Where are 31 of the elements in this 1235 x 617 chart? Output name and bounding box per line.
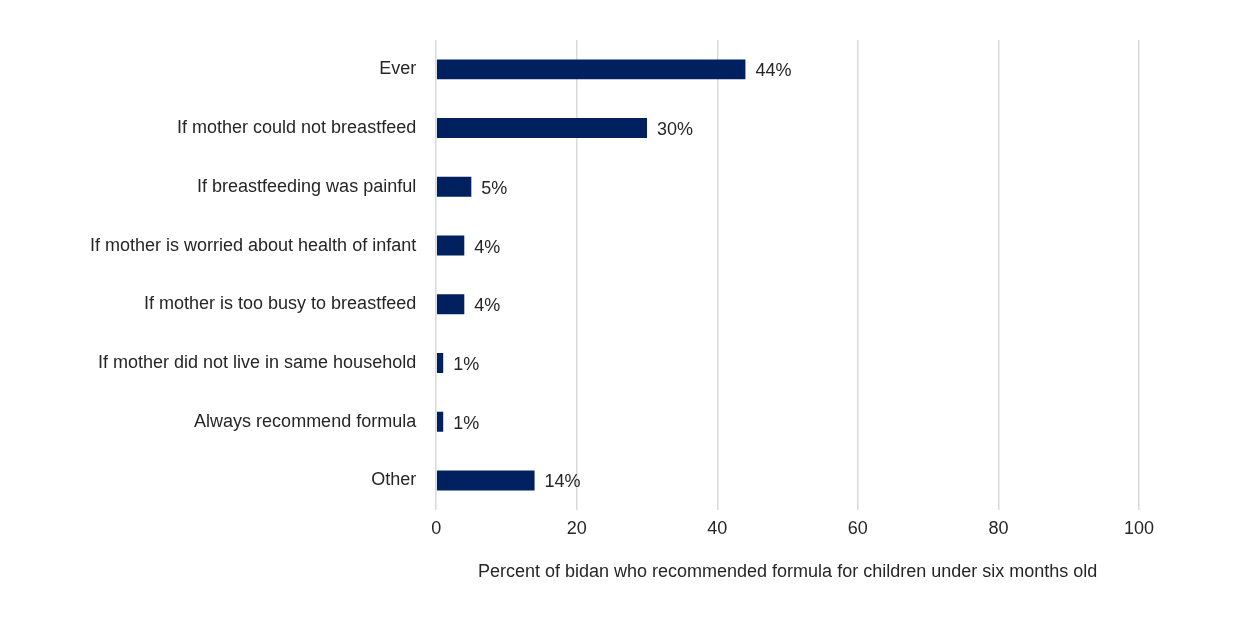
y-tick-label: Always recommend formula bbox=[194, 410, 418, 431]
data-label: 30% bbox=[657, 119, 694, 140]
data-label: 4% bbox=[474, 295, 501, 316]
bar bbox=[436, 294, 465, 315]
bar bbox=[436, 118, 648, 139]
bar bbox=[436, 235, 465, 256]
y-tick-label: Ever bbox=[379, 58, 417, 79]
data-label: 44% bbox=[755, 60, 792, 81]
bar bbox=[436, 176, 472, 197]
bar bbox=[436, 411, 444, 432]
bar bbox=[436, 470, 535, 491]
data-label: 1% bbox=[453, 353, 480, 374]
x-tick-label: 0 bbox=[431, 517, 442, 538]
y-tick-label: If mother is worried about health of infant bbox=[89, 234, 417, 255]
y-tick-label: If mother is too busy to breastfeed bbox=[144, 293, 417, 314]
y-tick-label: Other bbox=[371, 469, 417, 490]
x-tick-label: 20 bbox=[566, 517, 587, 538]
x-tick-label: 60 bbox=[847, 517, 868, 538]
x-tick-label: 100 bbox=[1123, 517, 1155, 538]
data-label: 1% bbox=[453, 412, 480, 433]
y-tick-label: If mother did not live in same household bbox=[97, 351, 417, 372]
x-tick-label: 80 bbox=[988, 517, 1009, 538]
bar bbox=[436, 353, 444, 373]
data-label: 5% bbox=[481, 177, 508, 198]
bar bbox=[436, 59, 746, 80]
x-tick-label: 40 bbox=[707, 517, 728, 538]
x-axis-title: Percent of bidan who recommended formula for children under six months old bbox=[477, 561, 1098, 582]
y-tick-label: If mother could not breastfeed bbox=[177, 117, 417, 138]
y-tick-label: If breastfeeding was painful bbox=[197, 175, 417, 196]
data-label: 4% bbox=[474, 236, 501, 257]
data-label: 14% bbox=[544, 471, 581, 492]
